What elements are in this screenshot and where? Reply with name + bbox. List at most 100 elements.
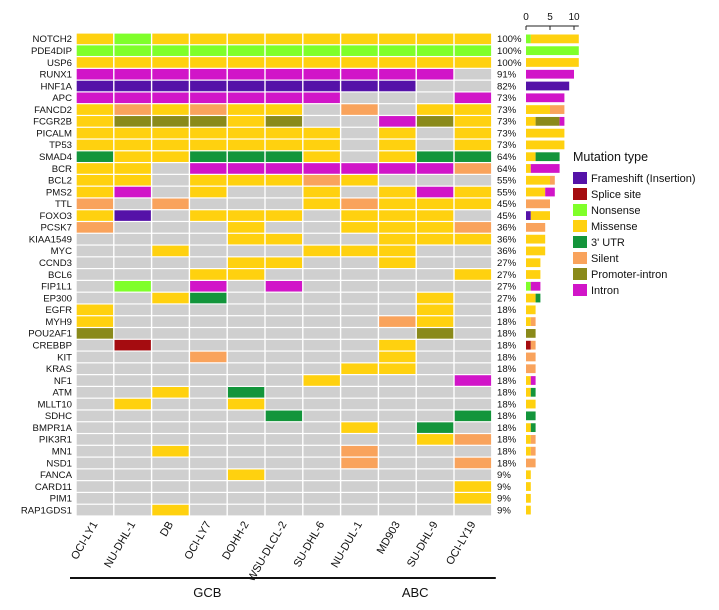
- cell-MYC-DOHH-2: [227, 245, 265, 257]
- cell-KIAA1549-OCI-LY7: [190, 233, 227, 245]
- cell-FOXO3-OCI-LY1: [76, 210, 114, 221]
- cell-NF1-DOHH-2: [227, 375, 265, 386]
- cell-PMS2-OCI-LY1: [76, 186, 114, 198]
- cell-HNF1A-NU-DUL-1: [341, 80, 378, 92]
- cell-MYH9-WSU-DLCL-2: [265, 316, 303, 327]
- cell-MN1-OCI-LY7: [190, 445, 227, 457]
- gene-label: APC: [52, 93, 72, 104]
- cell-BCL6-SU-DHL-9: [416, 269, 454, 280]
- cell-PIM1-MD903: [379, 493, 416, 504]
- cell-EGFR-SU-DHL-6: [303, 304, 340, 316]
- gene-label: EP300: [43, 293, 72, 304]
- cell-PDE4DIP-SU-DHL-9: [416, 45, 454, 56]
- bar-segment-NF1-M: [526, 376, 531, 385]
- cell-FOXO3-NU-DHL-1: [114, 210, 151, 221]
- cell-BCL6-SU-DHL-6: [303, 269, 340, 280]
- bar-segment-FANCD2-L: [550, 105, 565, 114]
- cell-SMAD4-NU-DHL-1: [114, 151, 151, 162]
- bar-segment-SMAD4-M: [526, 152, 536, 162]
- cell-MLLT10-NU-DHL-1: [114, 398, 151, 410]
- cell-BCL2-WSU-DLCL-2: [265, 174, 303, 186]
- cell-SDHC-DOHH-2: [227, 410, 265, 422]
- cell-HNF1A-DOHH-2: [227, 80, 265, 92]
- bar-segment-SDHC-U: [526, 411, 536, 421]
- cell-APC-NU-DUL-1: [341, 92, 378, 104]
- cell-TP53-WSU-DLCL-2: [265, 139, 303, 151]
- percent-label: 45%: [497, 211, 517, 222]
- cell-APC-MD903: [379, 92, 416, 104]
- cell-FANCA-OCI-LY7: [190, 469, 227, 481]
- cell-NOTCH2-OCI-LY19: [454, 33, 492, 45]
- bar-segment-PIK3R1-M: [526, 435, 531, 444]
- cell-RAP1GDS1-DB: [152, 504, 189, 516]
- cell-FIP1L1-DB: [152, 280, 189, 292]
- bar-segment-FOXO3-F: [526, 211, 531, 220]
- cell-PMS2-NU-DUL-1: [341, 186, 378, 198]
- bar-segment-MYH9-L: [530, 317, 536, 326]
- percent-label: 18%: [497, 329, 517, 340]
- cell-NOTCH2-WSU-DLCL-2: [265, 33, 303, 45]
- cell-PICALM-SU-DHL-6: [303, 127, 340, 139]
- cell-NOTCH2-NU-DUL-1: [341, 33, 378, 45]
- cell-BCL2-NU-DHL-1: [114, 174, 151, 186]
- cell-BCL2-DB: [152, 174, 189, 186]
- cell-RUNX1-SU-DHL-6: [303, 68, 340, 80]
- cell-KIT-DB: [152, 351, 189, 363]
- bar-segment-KRAS-L: [526, 364, 536, 374]
- bar-segment-FANCA-M: [526, 470, 531, 480]
- cell-POU2AF1-NU-DHL-1: [114, 328, 151, 339]
- cell-FIP1L1-DOHH-2: [227, 280, 265, 292]
- cell-KRAS-MD903: [379, 363, 416, 375]
- cell-PICALM-SU-DHL-9: [416, 127, 454, 139]
- cell-PCSK7-OCI-LY1: [76, 222, 114, 233]
- gene-label: MLLT10: [38, 399, 72, 410]
- bar-segment-FCGR2B-M: [526, 116, 536, 126]
- cell-RUNX1-DB: [152, 68, 189, 80]
- cell-NSD1-WSU-DLCL-2: [265, 457, 303, 469]
- cell-BMPR1A-OCI-LY19: [454, 422, 492, 433]
- cell-POU2AF1-SU-DHL-9: [416, 328, 454, 339]
- cell-CREBBP-SU-DHL-6: [303, 339, 340, 351]
- cell-KRAS-SU-DHL-9: [416, 363, 454, 375]
- cell-CARD11-DOHH-2: [227, 481, 265, 492]
- cell-MYH9-SU-DHL-6: [303, 316, 340, 327]
- cell-BMPR1A-NU-DHL-1: [114, 422, 151, 433]
- cell-NOTCH2-DB: [152, 33, 189, 45]
- gene-label: PMS2: [46, 187, 72, 198]
- cell-line-label: WSU-DLCL-2: [245, 519, 289, 583]
- cell-FOXO3-MD903: [379, 210, 416, 221]
- cell-NSD1-NU-DHL-1: [114, 457, 151, 469]
- cell-TTL-NU-DHL-1: [114, 198, 151, 210]
- bar-segment-EP300-U: [535, 293, 541, 303]
- bar-segment-MYC-M: [526, 246, 546, 256]
- cell-TTL-DB: [152, 198, 189, 210]
- bar-segment-POU2AF1-P: [526, 329, 536, 338]
- cell-FIP1L1-WSU-DLCL-2: [265, 280, 303, 292]
- bar-segment-PICALM-M: [526, 128, 565, 138]
- cell-FCGR2B-SU-DHL-9: [416, 116, 454, 127]
- cell-HNF1A-OCI-LY1: [76, 80, 114, 92]
- cell-SDHC-OCI-LY7: [190, 410, 227, 422]
- bar-segment-NOTCH2-M: [530, 34, 579, 44]
- percent-label: 100%: [497, 46, 522, 57]
- bar-segment-PMS2-M: [526, 187, 546, 197]
- cell-TTL-MD903: [379, 198, 416, 210]
- cell-RUNX1-WSU-DLCL-2: [265, 68, 303, 80]
- cell-FANCA-NU-DHL-1: [114, 469, 151, 481]
- cell-RUNX1-OCI-LY7: [190, 68, 227, 80]
- cell-EGFR-MD903: [379, 304, 416, 316]
- cell-FOXO3-DB: [152, 210, 189, 221]
- cell-FANCD2-MD903: [379, 104, 416, 115]
- bar-segment-TTL-L: [526, 199, 550, 209]
- bar-segment-NSD1-L: [526, 458, 536, 468]
- percent-label: 73%: [497, 117, 517, 128]
- cell-CARD11-NU-DHL-1: [114, 481, 151, 492]
- cell-MYC-OCI-LY7: [190, 245, 227, 257]
- cell-RUNX1-OCI-LY19: [454, 68, 492, 80]
- cell-KIT-OCI-LY7: [190, 351, 227, 363]
- cell-MLLT10-NU-DUL-1: [341, 398, 378, 410]
- cell-PIK3R1-NU-DHL-1: [114, 434, 151, 445]
- cell-APC-OCI-LY1: [76, 92, 114, 104]
- percent-label: 18%: [497, 435, 517, 446]
- cell-KIAA1549-WSU-DLCL-2: [265, 233, 303, 245]
